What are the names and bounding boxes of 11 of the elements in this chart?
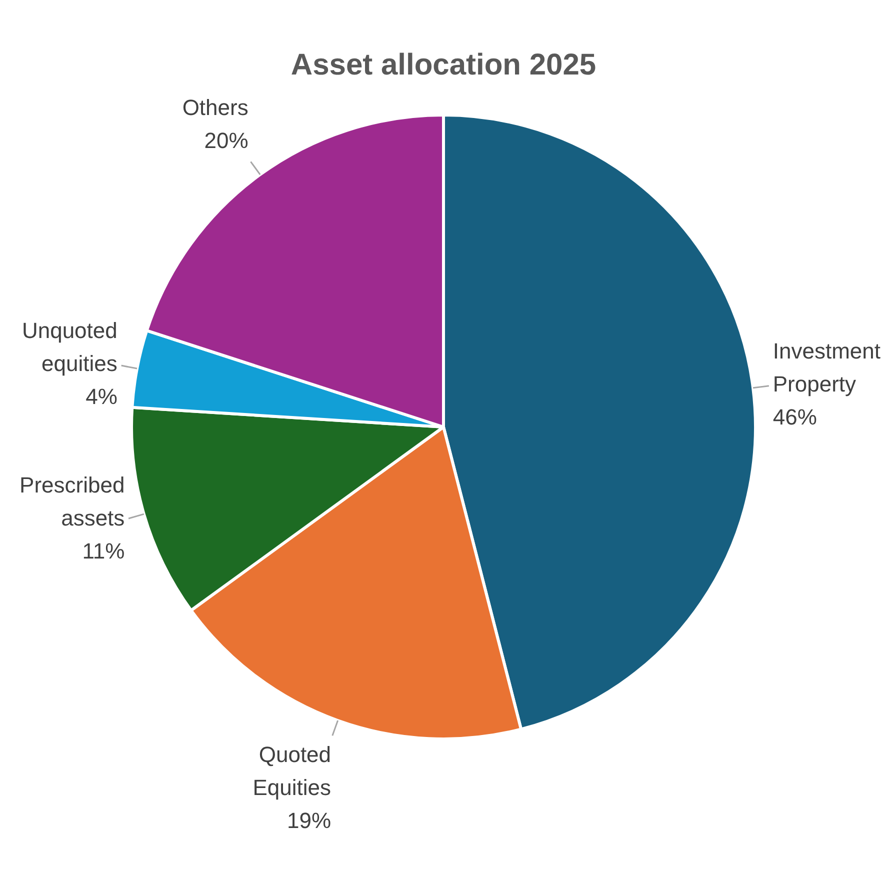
data-label: 11% [82,538,125,564]
slice-label: Others [182,94,248,120]
slice-label: Prescribed assets [20,472,125,531]
slice-label: Unquoted equities [22,318,118,376]
data-label: 20% [204,128,248,153]
chart-title: Asset allocation 2025 [290,48,596,82]
slice-label: Investment Property [772,338,880,396]
data-label: 19% [286,808,332,833]
data-label: 4% [86,384,118,409]
slice-label: Quoted Equities [252,742,332,800]
data-label: 46% [772,404,817,430]
